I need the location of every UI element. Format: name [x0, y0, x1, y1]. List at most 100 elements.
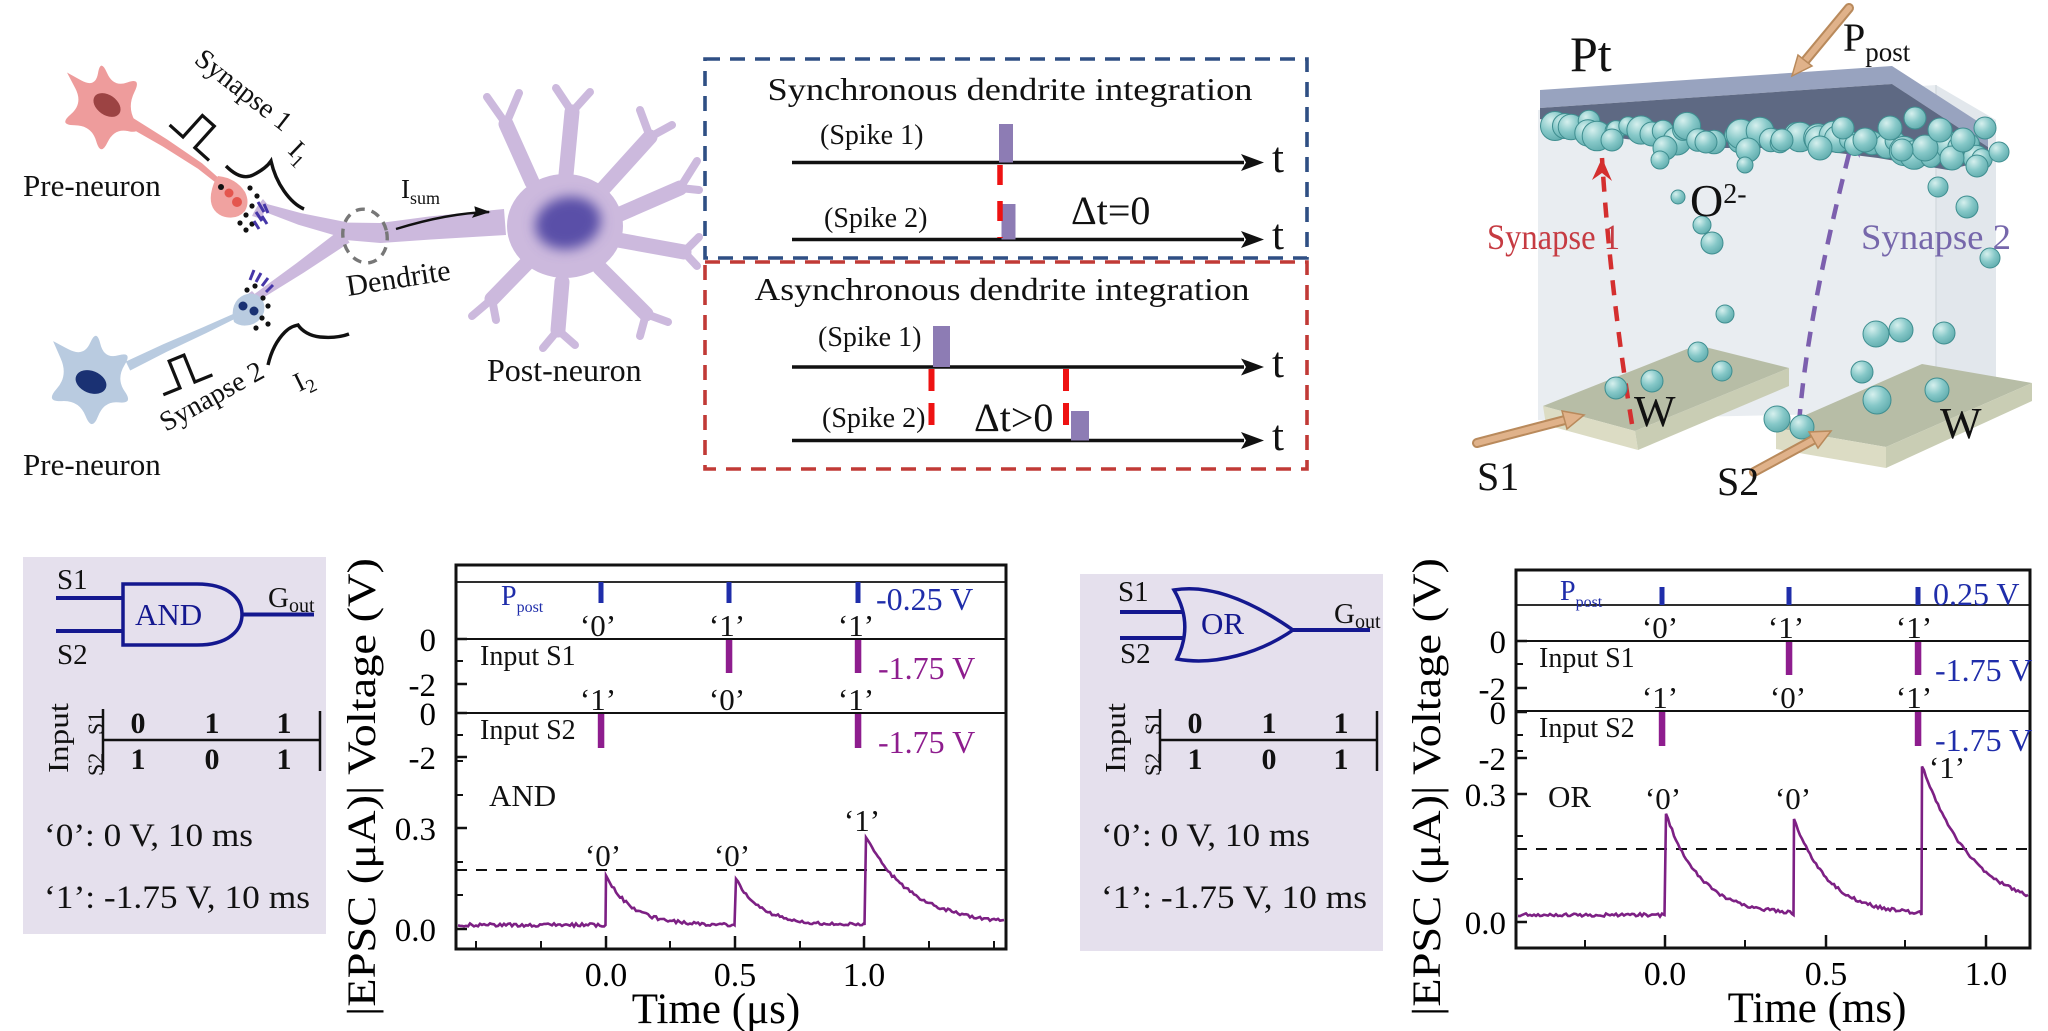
- svg-text:1: 1: [205, 707, 220, 740]
- svg-text:AND: AND: [489, 778, 556, 813]
- svg-text:‘0’: ‘0’: [580, 608, 616, 643]
- svg-text:0.5: 0.5: [714, 957, 757, 994]
- svg-text:(Spike 2): (Spike 2): [822, 403, 925, 434]
- svg-text:(Spike 1): (Spike 1): [818, 322, 921, 353]
- svg-text:‘0’: ‘0’: [1645, 781, 1681, 816]
- svg-text:‘1’: ‘1’: [580, 682, 616, 717]
- svg-text:0.5: 0.5: [1805, 956, 1848, 993]
- svg-text:‘0’: ‘0’: [714, 838, 750, 873]
- svg-text:0: 0: [1188, 707, 1203, 740]
- svg-text:t: t: [1272, 135, 1284, 182]
- svg-text:‘1’: -1.75 V, 10 ms: ‘1’: -1.75 V, 10 ms: [1101, 880, 1367, 916]
- svg-text:|EPSC (μA)| Voltage (V): |EPSC (μA)| Voltage (V): [339, 558, 384, 1016]
- svg-text:‘1’: ‘1’: [838, 608, 874, 643]
- svg-text:Asynchronous dendrite integr: Asynchronous dendrite integration: [755, 271, 1250, 307]
- svg-text:S2: S2: [1140, 753, 1165, 776]
- svg-text:1: 1: [1334, 707, 1349, 740]
- svg-text:‘0’: ‘0’: [1775, 781, 1811, 816]
- svg-text:-1.75 V: -1.75 V: [1935, 652, 2032, 688]
- svg-text:‘0’: 0 V, 10 ms: ‘0’: 0 V, 10 ms: [44, 818, 253, 854]
- svg-text:W: W: [1940, 399, 1982, 448]
- svg-text:‘0’: 0 V, 10 ms: ‘0’: 0 V, 10 ms: [1101, 818, 1310, 854]
- svg-text:‘0’: ‘0’: [709, 682, 745, 717]
- svg-text:Input: Input: [1100, 703, 1132, 773]
- svg-text:Δt>0: Δt>0: [974, 395, 1053, 440]
- svg-text:(Spike 1): (Spike 1): [820, 120, 923, 151]
- svg-text:-2: -2: [1479, 672, 1507, 708]
- svg-text:I2: I2: [288, 362, 320, 402]
- svg-text:‘1’: ‘1’: [1896, 610, 1932, 645]
- svg-text:Input S1: Input S1: [480, 641, 576, 672]
- svg-text:0: 0: [131, 707, 146, 740]
- svg-text:Synapse 1: Synapse 1: [189, 43, 298, 138]
- svg-text:Pre-neuron: Pre-neuron: [23, 168, 161, 203]
- svg-text:Input S2: Input S2: [480, 715, 576, 746]
- svg-text:Ppost: Ppost: [1560, 576, 1603, 611]
- svg-text:Pre-neuron: Pre-neuron: [23, 447, 161, 482]
- svg-text:Ppost: Ppost: [1843, 15, 1911, 67]
- svg-text:S2: S2: [57, 639, 88, 671]
- svg-text:1: 1: [277, 707, 292, 740]
- svg-text:‘0’: ‘0’: [1770, 680, 1806, 715]
- svg-text:S2: S2: [1717, 459, 1759, 504]
- svg-text:S1: S1: [83, 712, 108, 735]
- svg-text:|EPSC (μA)| Voltage (V): |EPSC (μA)| Voltage (V): [1404, 558, 1449, 1016]
- svg-text:‘1’: ‘1’: [709, 608, 745, 643]
- svg-text:Δt=0: Δt=0: [1071, 188, 1150, 233]
- svg-text:Synapse 2: Synapse 2: [1861, 217, 2011, 257]
- svg-text:‘0’: ‘0’: [585, 838, 621, 873]
- svg-text:-2: -2: [409, 668, 437, 704]
- svg-text:Synchronous dendrite integra: Synchronous dendrite integration: [768, 71, 1253, 107]
- svg-text:S1: S1: [1140, 712, 1165, 735]
- svg-text:0: 0: [420, 623, 437, 659]
- svg-text:S2: S2: [83, 753, 108, 776]
- svg-text:1.0: 1.0: [843, 957, 886, 994]
- svg-text:OR: OR: [1201, 606, 1244, 641]
- svg-text:Synapse 1: Synapse 1: [1487, 217, 1620, 257]
- svg-text:I1: I1: [279, 135, 317, 173]
- svg-text:0.25 V: 0.25 V: [1933, 576, 2020, 612]
- svg-text:0: 0: [1490, 625, 1507, 661]
- svg-text:0: 0: [205, 743, 220, 776]
- svg-text:‘1’: ‘1’: [1768, 610, 1804, 645]
- svg-text:‘1’: ‘1’: [1929, 750, 1965, 785]
- svg-text:‘1’: ‘1’: [844, 803, 880, 838]
- svg-text:S1: S1: [1118, 576, 1149, 608]
- svg-text:0.0: 0.0: [585, 957, 628, 994]
- svg-text:1: 1: [1188, 743, 1203, 776]
- svg-text:-1.75 V: -1.75 V: [878, 724, 975, 760]
- svg-text:t: t: [1272, 413, 1284, 460]
- svg-text:Ppost: Ppost: [501, 581, 544, 616]
- svg-text:Input S2: Input S2: [1539, 713, 1635, 744]
- svg-text:0.0: 0.0: [395, 913, 436, 949]
- svg-text:Post-neuron: Post-neuron: [487, 352, 642, 388]
- svg-text:1: 1: [1262, 707, 1277, 740]
- svg-text:AND: AND: [135, 597, 202, 632]
- svg-text:0.0: 0.0: [1644, 956, 1687, 993]
- svg-text:‘0’: ‘0’: [1642, 610, 1678, 645]
- svg-text:S1: S1: [1477, 454, 1519, 499]
- svg-text:t: t: [1272, 340, 1284, 387]
- svg-text:W: W: [1634, 387, 1676, 436]
- svg-text:‘1’: -1.75 V, 10 ms: ‘1’: -1.75 V, 10 ms: [44, 880, 310, 916]
- svg-text:‘1’: ‘1’: [838, 682, 874, 717]
- svg-text:1.0: 1.0: [1965, 956, 2008, 993]
- svg-text:0: 0: [1490, 696, 1507, 732]
- svg-text:S2: S2: [1120, 638, 1151, 670]
- svg-text:(Spike 2): (Spike 2): [824, 203, 927, 234]
- svg-text:-2: -2: [409, 741, 437, 777]
- svg-text:-2: -2: [1479, 742, 1507, 778]
- svg-text:t: t: [1272, 212, 1284, 259]
- svg-text:Input S1: Input S1: [1539, 643, 1635, 674]
- svg-text:OR: OR: [1548, 779, 1591, 814]
- svg-text:Pt: Pt: [1570, 26, 1612, 82]
- svg-text:-1.75 V: -1.75 V: [1935, 722, 2032, 758]
- svg-text:-1.75 V: -1.75 V: [878, 650, 975, 686]
- svg-text:S1: S1: [57, 564, 88, 596]
- svg-text:Isum: Isum: [401, 174, 440, 208]
- svg-text:1: 1: [277, 743, 292, 776]
- svg-text:0.0: 0.0: [1465, 906, 1506, 942]
- svg-text:‘1’: ‘1’: [1896, 680, 1932, 715]
- svg-text:1: 1: [131, 743, 146, 776]
- svg-text:‘1’: ‘1’: [1642, 680, 1678, 715]
